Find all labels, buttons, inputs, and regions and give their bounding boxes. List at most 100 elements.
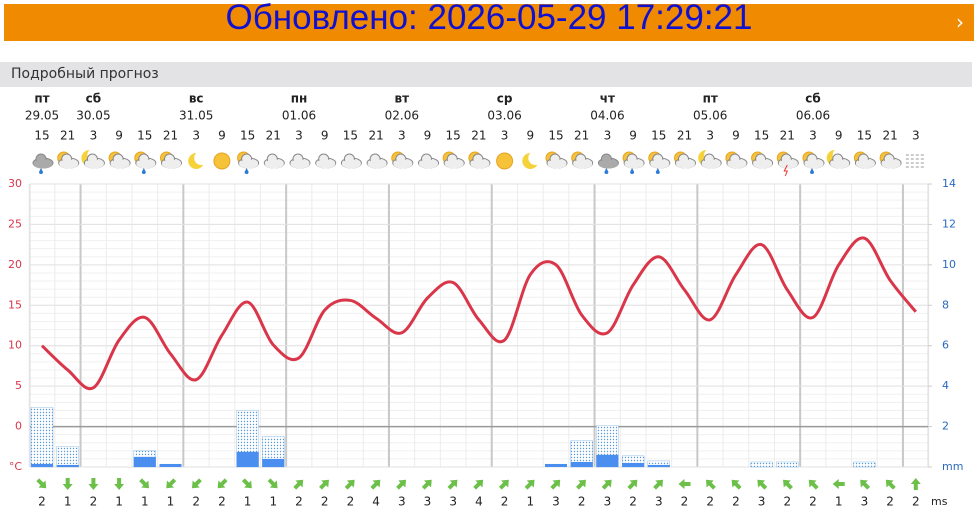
cloud [598,159,618,169]
rain-drop [244,168,249,174]
weather-icon [674,151,696,169]
chevron[interactable]: › [956,10,964,34]
day-date: 06.06 [796,109,830,123]
day-name: пт [34,92,49,106]
wind-speed: 3 [655,495,663,508]
hour-label: 3 [501,129,509,143]
cloud [624,159,644,169]
y-tick-label: 30 [8,177,22,190]
weather-icon [160,151,182,169]
cloud [419,159,438,169]
precip-bar [262,458,285,467]
section-title: Подробный прогноз [11,66,159,82]
weather-icon [597,153,619,174]
day-date: 30.05 [76,109,110,123]
wind-speed: 2 [321,495,329,508]
wind-speed: 3 [449,495,457,508]
y-tick-label: 10 [8,339,22,352]
hour-label: 21 [677,129,692,143]
cloud [676,159,695,169]
weather-icon [496,152,514,170]
cloud [444,159,464,169]
weather-icon [648,151,671,174]
precip-bar [236,451,259,467]
hour-label: 9 [629,129,637,143]
wind-arrow [114,478,125,490]
banner[interactable]: Обновлено: 2026-05-29 17:29:21 › [4,0,974,41]
hour-label: 9 [835,129,843,143]
moon-cut [528,151,543,165]
wind-arrow [473,479,484,490]
wind-speed: 3 [604,495,612,508]
wind-arrow [370,479,381,490]
wind-arrow [757,479,768,490]
y-tick-label: 20 [8,258,22,271]
day-date: 29.05 [25,109,59,123]
cloud [290,159,310,169]
rain-drop [655,168,660,174]
wind-speed: 4 [475,495,483,508]
wind-speed: 2 [90,495,98,508]
wind-arrow [860,479,871,490]
hour-label: 3 [192,129,200,143]
wind-arrow [241,478,252,489]
hour-label: 15 [857,129,872,143]
cloud [84,159,104,169]
y-tick-label: °C [9,460,23,473]
wind-arrow [524,479,535,490]
cloud [650,159,670,169]
hour-label: 21 [368,129,383,143]
day-name: вт [395,92,410,106]
wind-speed: 2 [912,495,920,508]
wind-arrow [62,478,73,490]
y-tick-label: 0 [15,420,22,433]
y2-tick-label: 2 [942,420,949,433]
weather-icon [826,148,851,169]
hour-label: 21 [60,129,75,143]
wind-arrow [576,479,586,490]
wind-arrow [191,478,202,489]
cloud [367,159,387,169]
wind-arrow [36,478,47,489]
day-date: 01.06 [282,109,316,123]
day-date: 05.06 [693,109,727,123]
wind-speed: 2 [732,495,740,508]
wind-arrow [601,479,612,490]
wind-speed: 2 [681,495,689,508]
precip-max-bar [776,461,799,468]
rain-drop [810,168,814,174]
weather-icon [545,151,568,169]
wind-arrow [885,479,896,490]
cloud [341,159,361,169]
weather-icon [237,151,260,174]
wind-speed: 1 [64,495,72,508]
wind-arrow [344,479,355,490]
precip-bar [31,463,53,467]
cloud [136,159,156,169]
wind-speed: 3 [552,495,560,508]
cloud [547,159,567,169]
wind-speed: 3 [861,495,869,508]
weather-icon [340,153,362,169]
day-name: пт [703,92,718,106]
y-tick-label: 15 [8,298,22,311]
weather-icon [442,151,465,169]
wind-speed: 2 [783,495,791,508]
wind-speed: 1 [244,495,252,508]
wind-speed: 3 [758,495,766,508]
y2-tick-label: 14 [942,177,956,190]
cloud [110,159,130,169]
wind-arrow [267,478,278,489]
weather-icon [289,153,311,169]
hour-label: 15 [754,129,769,143]
wind-arrow [783,479,793,490]
wind-speed: 2 [706,495,714,508]
wind-arrow [653,479,664,490]
weather-icon [213,152,231,170]
rain-drop [141,168,146,174]
precip-max-bar [30,407,54,468]
wind-arrow [217,478,228,489]
wind-arrow [498,479,509,490]
bolt [783,164,789,177]
hour-label: 15 [651,129,666,143]
